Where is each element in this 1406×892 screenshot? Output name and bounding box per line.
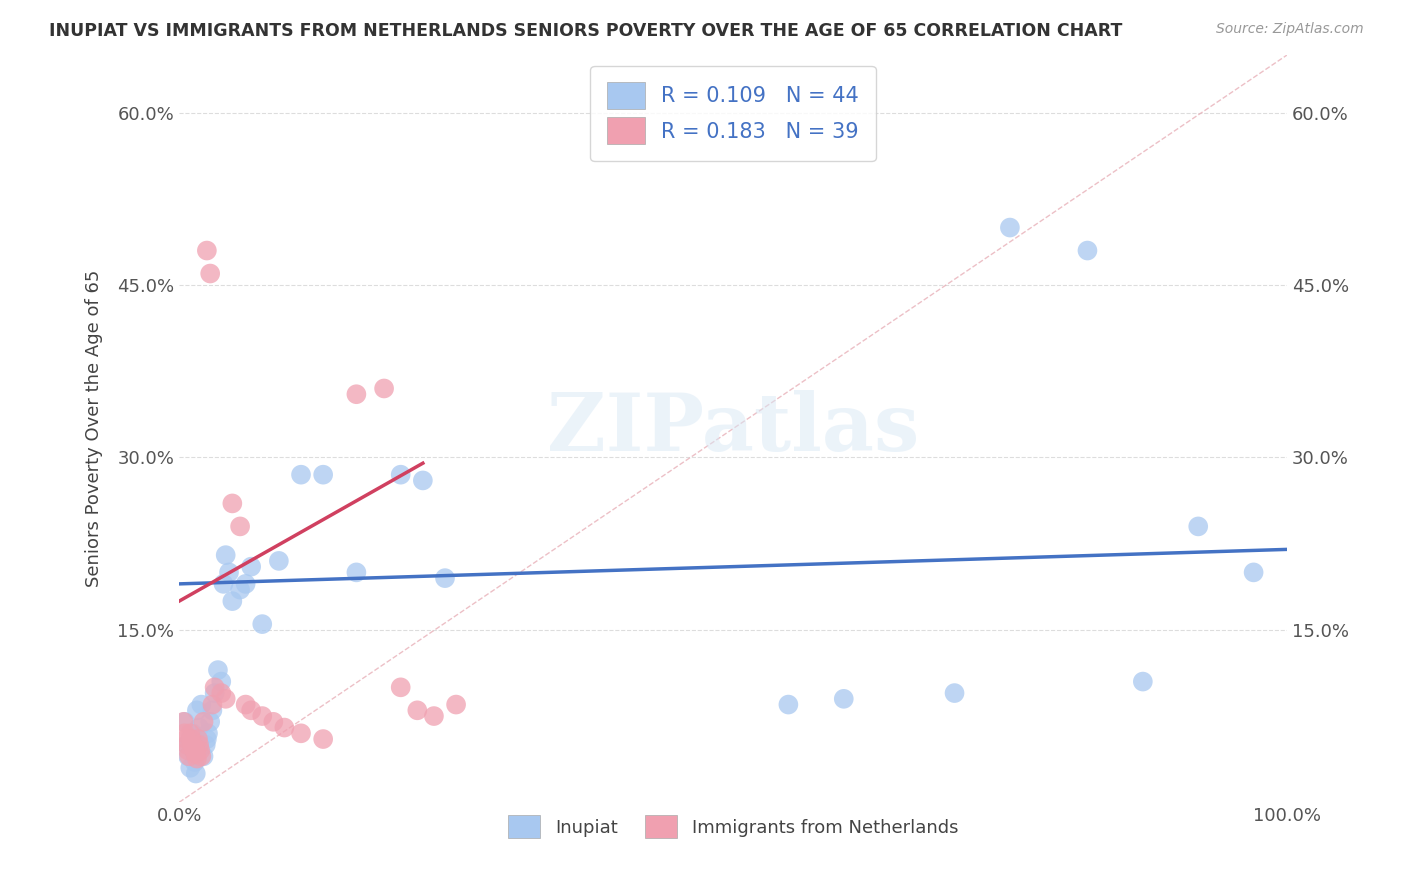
Point	[212, 577, 235, 591]
Point	[406, 703, 429, 717]
Point	[183, 743, 205, 757]
Legend: Inupiat, Immigrants from Netherlands: Inupiat, Immigrants from Netherlands	[501, 808, 966, 846]
Point	[240, 559, 263, 574]
Point	[201, 698, 224, 712]
Point	[173, 726, 195, 740]
Point	[344, 566, 367, 580]
Point	[198, 267, 221, 281]
Point	[389, 467, 412, 482]
Point	[290, 726, 312, 740]
Point	[218, 566, 240, 580]
Point	[412, 474, 434, 488]
Point	[229, 519, 252, 533]
Point	[312, 467, 335, 482]
Point	[943, 686, 966, 700]
Point	[209, 674, 232, 689]
Point	[186, 751, 208, 765]
Point	[235, 698, 257, 712]
Point	[177, 743, 200, 757]
Point	[183, 755, 205, 769]
Point	[184, 747, 207, 761]
Text: Source: ZipAtlas.com: Source: ZipAtlas.com	[1216, 22, 1364, 37]
Point	[179, 726, 201, 740]
Point	[229, 582, 252, 597]
Point	[1243, 566, 1265, 580]
Point	[193, 714, 215, 729]
Point	[207, 663, 229, 677]
Point	[190, 749, 212, 764]
Point	[201, 703, 224, 717]
Point	[188, 721, 211, 735]
Point	[183, 743, 205, 757]
Point	[204, 686, 226, 700]
Point	[198, 714, 221, 729]
Point	[179, 732, 201, 747]
Point	[1132, 674, 1154, 689]
Point	[194, 738, 217, 752]
Point	[235, 577, 257, 591]
Point	[1076, 244, 1098, 258]
Point	[176, 738, 198, 752]
Point	[173, 714, 195, 729]
Point	[186, 703, 208, 717]
Point	[173, 714, 195, 729]
Point	[998, 220, 1021, 235]
Point	[179, 749, 201, 764]
Point	[434, 571, 457, 585]
Point	[193, 749, 215, 764]
Point	[187, 732, 209, 747]
Point	[273, 721, 295, 735]
Point	[221, 594, 243, 608]
Point	[423, 709, 446, 723]
Text: ZIPatlas: ZIPatlas	[547, 390, 920, 467]
Point	[209, 686, 232, 700]
Point	[181, 726, 204, 740]
Point	[252, 709, 274, 723]
Point	[373, 382, 395, 396]
Point	[252, 617, 274, 632]
Point	[778, 698, 800, 712]
Point	[181, 738, 204, 752]
Point	[344, 387, 367, 401]
Point	[832, 691, 855, 706]
Point	[184, 766, 207, 780]
Point	[221, 496, 243, 510]
Point	[179, 761, 201, 775]
Point	[1187, 519, 1209, 533]
Point	[190, 698, 212, 712]
Point	[197, 726, 219, 740]
Point	[215, 691, 238, 706]
Point	[444, 698, 467, 712]
Point	[290, 467, 312, 482]
Point	[183, 740, 205, 755]
Point	[215, 548, 238, 562]
Text: INUPIAT VS IMMIGRANTS FROM NETHERLANDS SENIORS POVERTY OVER THE AGE OF 65 CORREL: INUPIAT VS IMMIGRANTS FROM NETHERLANDS S…	[49, 22, 1122, 40]
Point	[267, 554, 290, 568]
Point	[174, 732, 197, 747]
Point	[188, 743, 211, 757]
Y-axis label: Seniors Poverty Over the Age of 65: Seniors Poverty Over the Age of 65	[86, 270, 103, 588]
Point	[389, 681, 412, 695]
Point	[180, 732, 202, 747]
Point	[195, 732, 218, 747]
Point	[195, 244, 218, 258]
Point	[312, 732, 335, 747]
Point	[262, 714, 284, 729]
Point	[177, 749, 200, 764]
Point	[176, 738, 198, 752]
Point	[240, 703, 263, 717]
Point	[188, 738, 211, 752]
Point	[204, 681, 226, 695]
